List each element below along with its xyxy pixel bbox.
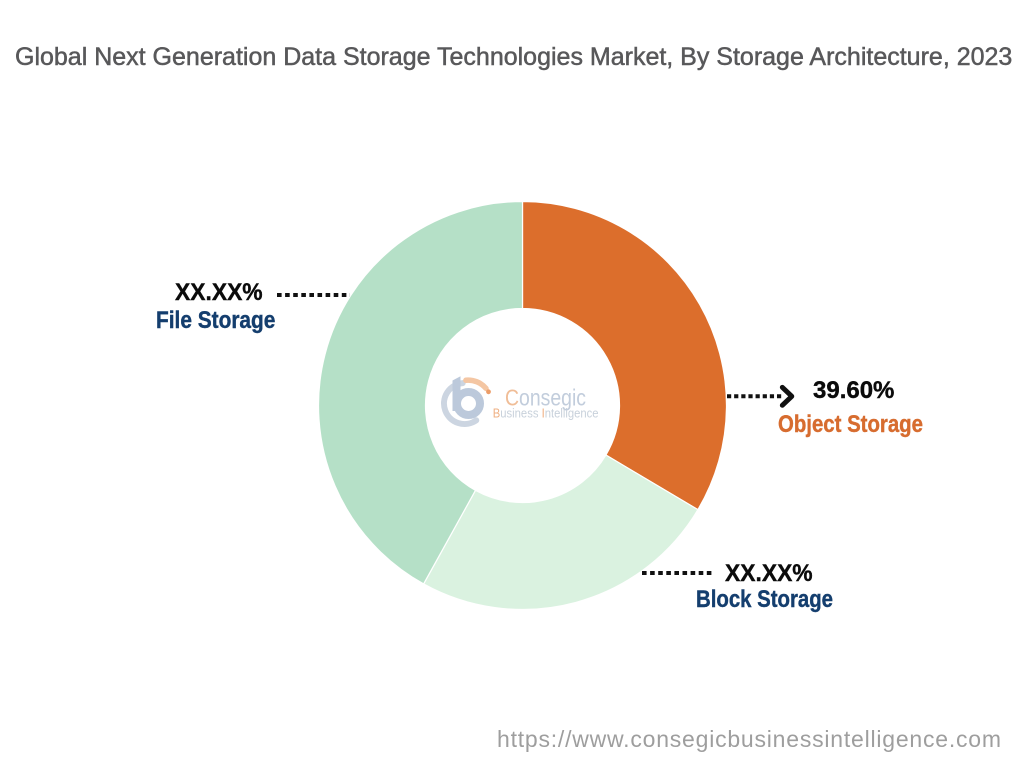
svg-text:Consegic: Consegic <box>505 385 586 411</box>
svg-text:Business Intelligence: Business Intelligence <box>493 405 599 420</box>
